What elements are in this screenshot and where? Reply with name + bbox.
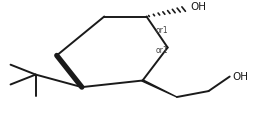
Text: OH: OH	[190, 2, 206, 12]
Text: or1: or1	[156, 26, 168, 35]
Polygon shape	[142, 80, 177, 97]
Text: or1: or1	[156, 46, 168, 55]
Text: OH: OH	[232, 72, 248, 82]
